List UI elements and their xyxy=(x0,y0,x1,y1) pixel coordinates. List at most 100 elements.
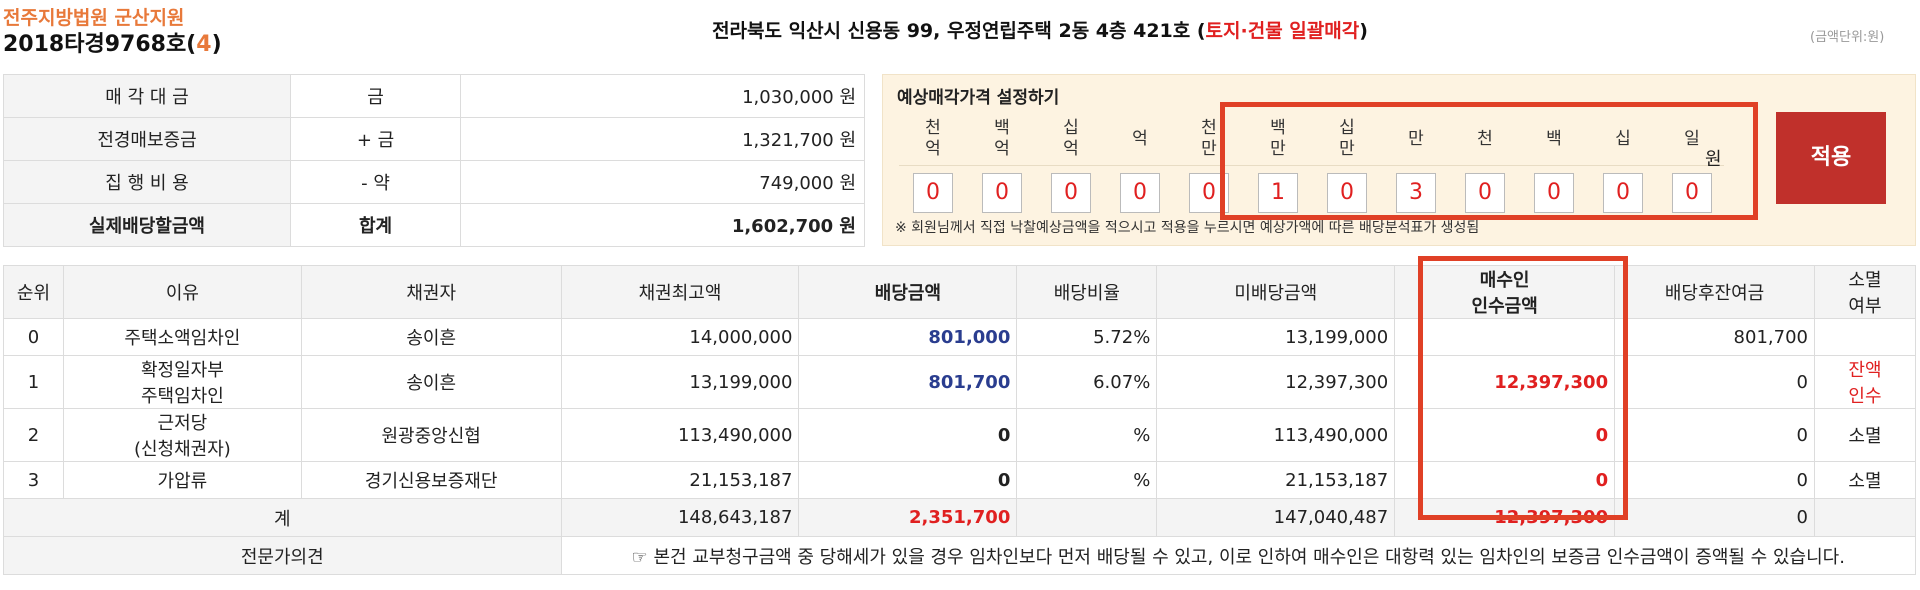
table-header-row: 순위 이유 채권자 채권최고액 배당금액 배당비율 미배당금액 매수인 인수금액 … xyxy=(3,265,1917,319)
summary-operator: 금 xyxy=(290,74,461,118)
extinct-line1: 잔액 xyxy=(1848,360,1882,381)
digit-label: 일 xyxy=(1684,128,1700,149)
digit-input[interactable]: 0 xyxy=(1120,173,1160,213)
digit-column: 십만 0 xyxy=(1313,111,1381,213)
cell-remaining: 0 xyxy=(1614,461,1815,499)
cell-rank: 2 xyxy=(3,408,64,462)
cell-remaining: 801,700 xyxy=(1614,318,1815,356)
cell-dividend: 0 xyxy=(798,461,1018,499)
header-dividend: 배당금액 xyxy=(798,265,1018,319)
summary-row: 전경매보증금 + 금 1,321,700 원 xyxy=(3,117,865,161)
digit-input[interactable]: 0 xyxy=(982,173,1022,213)
header-unpaid: 미배당금액 xyxy=(1156,265,1396,319)
digit-input[interactable]: 0 xyxy=(1672,173,1712,213)
summary-operator: + 금 xyxy=(290,117,461,161)
address-close: ) xyxy=(1359,20,1368,42)
digit-input[interactable]: 0 xyxy=(1327,173,1367,213)
digit-input[interactable]: 3 xyxy=(1396,173,1436,213)
cell-max-claim: 21,153,187 xyxy=(560,461,800,499)
total-label: 계 xyxy=(3,498,562,537)
cell-unpaid: 113,490,000 xyxy=(1156,408,1396,462)
summary-row: 집 행 비 용 - 약 749,000 원 xyxy=(3,160,865,204)
cell-unpaid: 12,397,300 xyxy=(1156,355,1396,409)
cell-remaining: 0 xyxy=(1614,408,1815,462)
cell-dividend: 0 xyxy=(798,408,1018,462)
header-max-claim: 채권최고액 xyxy=(560,265,800,319)
case-item-number: 4 xyxy=(196,32,212,57)
case-number-text: 2018타경9768호( xyxy=(3,32,197,57)
cell-reason: 근저당 (신청채권자) xyxy=(62,408,302,462)
cell-extinct: 소멸 xyxy=(1813,408,1917,462)
total-extinct-empty xyxy=(1813,498,1917,537)
cell-ratio: % xyxy=(1016,408,1158,462)
summary-total-row: 실제배당할금액 합계 1,602,700 원 xyxy=(3,203,865,247)
cell-creditor: 송이흔 xyxy=(300,355,562,409)
digit-input[interactable]: 0 xyxy=(1051,173,1091,213)
header-rank: 순위 xyxy=(3,265,64,319)
digit-label: 천만 xyxy=(1201,118,1217,159)
cell-ratio: 6.07% xyxy=(1016,355,1158,409)
digit-label: 십 xyxy=(1615,128,1631,149)
total-max-claim: 148,643,187 xyxy=(560,498,800,537)
digit-input[interactable]: 0 xyxy=(913,173,953,213)
digit-input[interactable]: 1 xyxy=(1258,173,1298,213)
cell-rank: 0 xyxy=(3,318,64,356)
estimate-note: ※ 회원님께서 직접 낙찰예상금액을 적으시고 적용을 누르시면 예상가액에 따… xyxy=(895,220,1480,236)
cell-ratio: % xyxy=(1016,461,1158,499)
address-text: 전라북도 익산시 신용동 99, 우정연립주택 2동 4층 421호 ( xyxy=(712,20,1206,42)
estimate-panel-title: 예상매각가격 설정하기 xyxy=(897,88,1060,108)
summary-label: 실제배당할금액 xyxy=(3,203,291,247)
digit-column: 백만 1 xyxy=(1244,111,1312,213)
summary-operator: 합계 xyxy=(290,203,461,247)
buyer-column-highlight-box xyxy=(1418,256,1628,520)
cell-creditor: 경기신용보증재단 xyxy=(300,461,562,499)
cell-ratio: 5.72% xyxy=(1016,318,1158,356)
digit-input[interactable]: 0 xyxy=(1603,173,1643,213)
total-remaining: 0 xyxy=(1614,498,1815,537)
total-dividend: 2,351,700 xyxy=(798,498,1018,537)
digit-label: 만 xyxy=(1408,128,1424,149)
cell-extinct xyxy=(1813,318,1917,356)
digit-column: 천억 0 xyxy=(899,111,967,213)
table-row: 1 확정일자부 주택임차인 송이흔 13,199,000 801,700 6.07… xyxy=(3,355,1917,409)
cell-reason: 확정일자부 주택임차인 xyxy=(62,355,302,409)
header-buyer-line2: 인수금액 xyxy=(1471,296,1538,317)
header-remaining: 배당후잔여금 xyxy=(1614,265,1815,319)
digit-column: 백억 0 xyxy=(968,111,1036,213)
currency-label: 원 xyxy=(1705,149,1722,170)
cell-unpaid: 21,153,187 xyxy=(1156,461,1396,499)
cell-max-claim: 113,490,000 xyxy=(560,408,800,462)
summary-amount: 749,000 원 xyxy=(460,160,865,204)
reason-line1: 확정일자부 xyxy=(140,360,224,381)
cell-rank: 3 xyxy=(3,461,64,499)
case-number: 2018타경9768호(4) xyxy=(3,26,222,58)
digit-highlight-box xyxy=(1220,102,1758,220)
cell-dividend: 801,700 xyxy=(798,355,1018,409)
digit-label: 백억 xyxy=(994,118,1010,159)
total-ratio-empty xyxy=(1016,498,1158,537)
digit-label: 백만 xyxy=(1270,118,1286,159)
cell-creditor: 송이흔 xyxy=(300,318,562,356)
digit-input[interactable]: 0 xyxy=(1465,173,1505,213)
reason-line1: 주택소액임차인 xyxy=(124,328,241,349)
apply-button[interactable]: 적용 xyxy=(1776,112,1886,204)
summary-amount: 1,321,700 원 xyxy=(460,117,865,161)
summary-amount: 1,602,700 원 xyxy=(460,203,865,247)
digit-label: 십억 xyxy=(1063,118,1079,159)
header-buyer-line1: 매수인 xyxy=(1479,270,1530,291)
cell-reason: 주택소액임차인 xyxy=(62,318,302,356)
table-row: 0 주택소액임차인 송이흔 14,000,000 801,000 5.72% 1… xyxy=(3,318,1917,356)
court-name: 전주지방법원 군산지원 xyxy=(3,7,185,29)
cell-buyer-assumed: 0 xyxy=(1394,461,1616,499)
cell-buyer-assumed: 0 xyxy=(1394,408,1616,462)
summary-table: 매 각 대 금 금 1,030,000 원 전경매보증금 + 금 1,321,7… xyxy=(3,74,865,247)
digit-label: 백 xyxy=(1546,128,1562,149)
cell-extinct: 소멸 xyxy=(1813,461,1917,499)
amount-unit-note: (금액단위:원) xyxy=(1810,30,1885,45)
digit-input[interactable]: 0 xyxy=(1534,173,1574,213)
